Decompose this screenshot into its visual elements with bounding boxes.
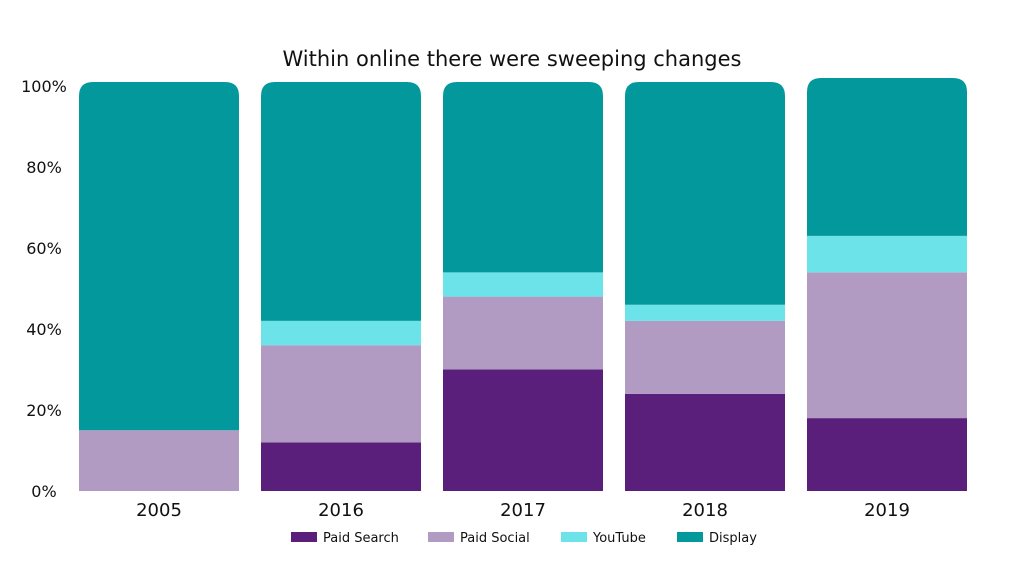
bar-segment-paid-search-2017 xyxy=(443,369,603,491)
bar-segment-display-2017 xyxy=(443,82,603,273)
bar-segment-paid-social-2016 xyxy=(261,345,421,443)
bars xyxy=(79,77,967,491)
y-tick-label: 0% xyxy=(31,482,56,501)
bar-segment-paid-search-2016 xyxy=(261,442,421,491)
bar-segment-youtube-2017 xyxy=(443,272,603,297)
legend-item-paid-social: Paid Social xyxy=(428,531,530,546)
legend-item-youtube: YouTube xyxy=(561,531,646,546)
bar-group-2017 xyxy=(443,82,603,491)
x-tick-label: 2005 xyxy=(136,500,182,521)
legend-swatch xyxy=(677,532,703,542)
bar-group-2005 xyxy=(79,82,239,491)
bar-segment-paid-search-2019 xyxy=(807,418,967,491)
x-tick-label: 2017 xyxy=(500,500,546,521)
y-tick-label: 40% xyxy=(26,320,62,339)
y-tick-label: 20% xyxy=(26,401,62,420)
legend: Paid Search Paid Social YouTube Display xyxy=(291,531,757,546)
legend-item-display: Display xyxy=(677,531,757,546)
bar-segment-paid-social-2017 xyxy=(443,296,603,370)
bar-segment-display-2019 xyxy=(807,77,967,236)
legend-label: Paid Search xyxy=(323,531,399,546)
legend-swatch xyxy=(561,532,587,542)
y-tick-label: 80% xyxy=(26,158,62,177)
x-tick-label: 2016 xyxy=(318,500,364,521)
bar-group-2019 xyxy=(807,77,967,491)
chart-title: Within online there were sweeping change… xyxy=(283,47,742,71)
legend-label: YouTube xyxy=(592,531,646,546)
legend-item-paid-search: Paid Search xyxy=(291,531,399,546)
x-axis: 2005 2016 2017 2018 2019 xyxy=(136,500,910,521)
bar-group-2018 xyxy=(625,82,785,491)
y-axis: 0% 20% 40% 60% 80% 100% xyxy=(21,77,67,501)
bar-segment-paid-search-2018 xyxy=(625,393,785,491)
bar-segment-display-2018 xyxy=(625,82,785,305)
bar-segment-paid-social-2018 xyxy=(625,320,785,394)
bar-segment-paid-social-2005 xyxy=(79,430,239,491)
legend-label: Paid Social xyxy=(460,531,530,546)
bar-segment-paid-social-2019 xyxy=(807,272,967,419)
x-tick-label: 2018 xyxy=(682,500,728,521)
bar-segment-display-2005 xyxy=(79,82,239,431)
legend-label: Display xyxy=(709,531,757,546)
bar-segment-youtube-2018 xyxy=(625,304,785,321)
bar-segment-youtube-2019 xyxy=(807,235,967,273)
y-tick-label: 100% xyxy=(21,77,67,96)
bar-segment-display-2016 xyxy=(261,82,421,321)
bar-segment-youtube-2016 xyxy=(261,320,421,346)
y-tick-label: 60% xyxy=(26,239,62,258)
legend-swatch xyxy=(428,532,454,542)
x-tick-label: 2019 xyxy=(864,500,910,521)
legend-swatch xyxy=(291,532,317,542)
bar-group-2016 xyxy=(261,82,421,491)
